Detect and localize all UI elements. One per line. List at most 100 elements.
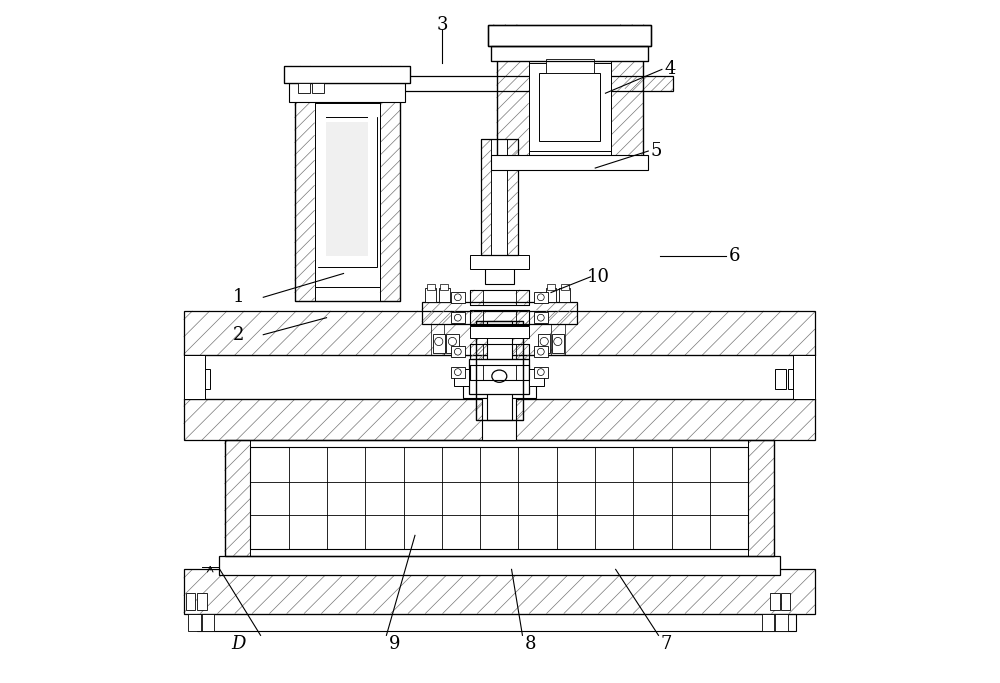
Bar — [433, 334, 445, 353]
Bar — [184, 355, 815, 400]
Bar — [422, 302, 577, 324]
Bar — [512, 321, 523, 420]
Bar — [380, 90, 400, 301]
Bar — [539, 73, 600, 141]
Bar — [488, 25, 651, 46]
Text: 2: 2 — [232, 326, 244, 344]
Bar — [312, 83, 324, 93]
Bar — [491, 155, 648, 170]
Bar — [476, 321, 487, 420]
Bar — [440, 284, 448, 290]
Text: 7: 7 — [661, 635, 672, 653]
Bar — [546, 59, 594, 73]
Bar — [481, 139, 491, 255]
Bar — [611, 56, 643, 158]
Bar — [451, 367, 465, 378]
Bar — [485, 266, 514, 283]
Text: 8: 8 — [525, 635, 536, 653]
Bar — [295, 90, 400, 301]
Bar — [470, 310, 529, 325]
Text: 9: 9 — [389, 635, 400, 653]
Bar — [315, 103, 380, 287]
Bar — [470, 344, 529, 359]
Bar — [284, 66, 410, 83]
Bar — [788, 369, 799, 389]
Bar — [470, 365, 529, 380]
Bar — [529, 369, 544, 386]
Bar — [559, 288, 570, 302]
Bar — [538, 334, 550, 353]
Bar — [534, 292, 548, 303]
Bar — [197, 613, 796, 630]
Bar — [516, 290, 529, 305]
Bar — [775, 613, 788, 630]
Bar — [534, 367, 548, 378]
Text: D: D — [231, 635, 245, 653]
Bar — [439, 288, 450, 302]
Bar — [184, 355, 205, 400]
Ellipse shape — [492, 370, 507, 382]
Bar — [202, 613, 214, 630]
Bar — [184, 570, 815, 613]
Bar — [427, 284, 435, 290]
Bar — [284, 66, 410, 83]
Bar — [199, 369, 210, 389]
Bar — [552, 334, 564, 353]
Text: 4: 4 — [664, 60, 676, 79]
Bar — [318, 117, 326, 266]
Text: 5: 5 — [651, 142, 662, 160]
Bar — [368, 117, 377, 266]
Bar — [529, 63, 611, 151]
Bar — [184, 400, 815, 440]
Bar — [546, 288, 556, 302]
Bar — [295, 90, 315, 301]
Bar — [454, 369, 469, 386]
Bar — [781, 593, 790, 610]
Bar — [469, 359, 529, 394]
Bar — [488, 25, 651, 46]
Bar — [184, 311, 815, 355]
Bar — [470, 344, 483, 359]
Bar — [748, 440, 774, 556]
Bar — [770, 593, 780, 610]
Bar — [463, 381, 536, 398]
Bar — [516, 344, 529, 359]
Text: 10: 10 — [587, 268, 610, 286]
Bar — [186, 593, 195, 610]
Bar — [446, 334, 459, 353]
Bar — [470, 290, 529, 305]
Bar — [762, 613, 774, 630]
Bar — [561, 284, 569, 290]
Bar — [187, 369, 198, 389]
Bar — [497, 56, 643, 158]
Bar — [225, 440, 774, 556]
Bar — [793, 355, 815, 400]
Bar — [250, 447, 748, 549]
Bar — [482, 398, 516, 440]
Bar — [516, 310, 529, 325]
Bar — [491, 139, 507, 255]
Bar — [507, 139, 518, 255]
Bar — [225, 440, 250, 556]
Bar — [298, 83, 310, 93]
Bar — [318, 117, 377, 266]
Bar — [188, 613, 201, 630]
Bar — [547, 284, 555, 290]
Bar — [476, 321, 523, 420]
Bar — [487, 321, 512, 420]
Bar — [470, 290, 483, 305]
Bar — [425, 288, 436, 302]
Bar — [470, 255, 529, 268]
Bar — [497, 56, 529, 158]
Bar — [323, 122, 371, 261]
Bar — [219, 556, 780, 575]
Bar — [491, 46, 648, 61]
Text: 6: 6 — [729, 247, 740, 266]
Bar — [516, 365, 529, 380]
Bar — [197, 593, 207, 610]
Bar — [451, 292, 465, 303]
Bar — [470, 326, 529, 338]
Bar — [534, 312, 548, 323]
Bar — [470, 365, 483, 380]
Bar — [289, 83, 405, 102]
